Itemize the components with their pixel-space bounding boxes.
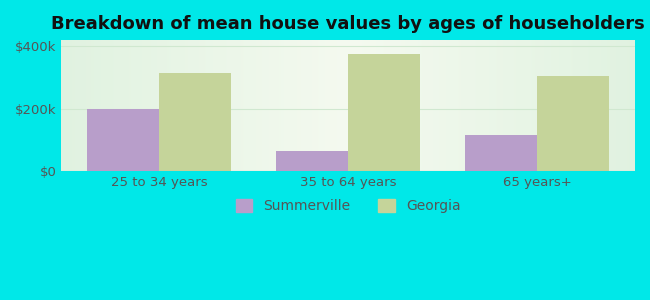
Bar [465,135,537,171]
Bar [159,73,231,171]
Bar [276,151,348,171]
Bar [88,109,159,171]
Legend: Summerville, Georgia: Summerville, Georgia [230,194,466,219]
Bar [159,73,231,171]
Bar [348,54,420,171]
Bar [537,76,609,171]
Bar [465,135,537,171]
Bar [537,76,609,171]
Bar [348,54,420,171]
Title: Breakdown of mean house values by ages of householders: Breakdown of mean house values by ages o… [51,15,645,33]
Bar [276,151,348,171]
Bar [88,109,159,171]
